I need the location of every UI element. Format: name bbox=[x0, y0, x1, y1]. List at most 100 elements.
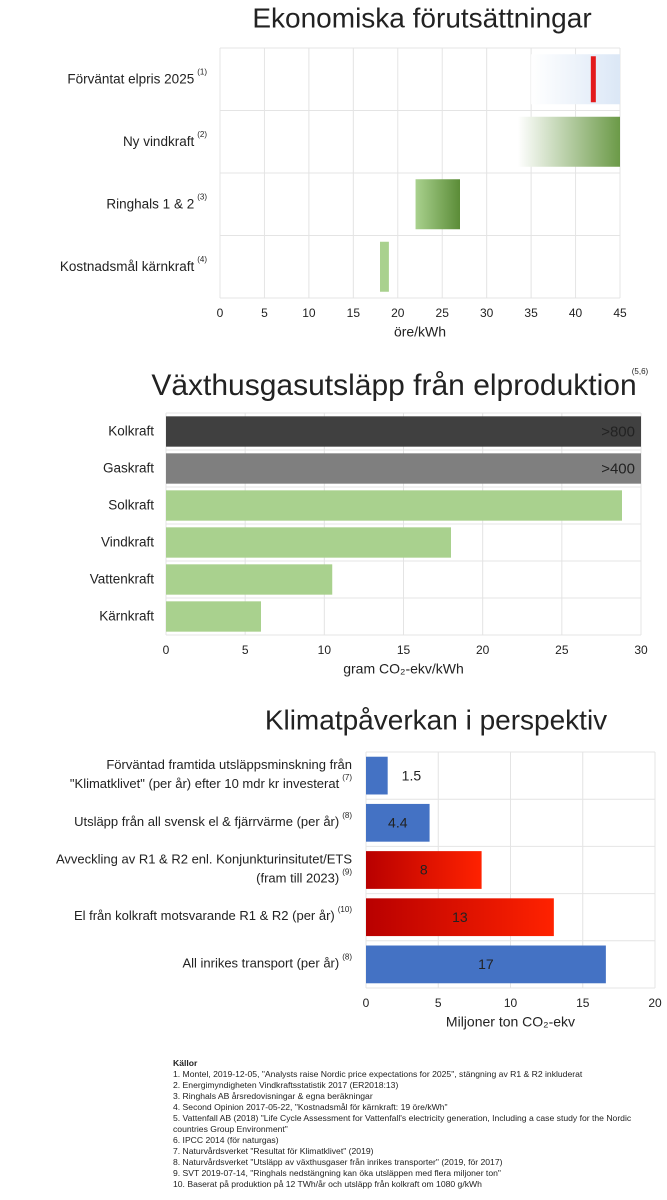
source-item: 4. Second Opinion 2017-05-22, "Kostnadsm… bbox=[173, 1102, 448, 1112]
category-label: Ny vindkraft (2) bbox=[123, 130, 207, 148]
source-item: 10. Baserat på produktion på 12 TWh/år o… bbox=[173, 1179, 482, 1189]
source-item: 9. SVT 2019-07-14, "Ringhals nedstängnin… bbox=[173, 1168, 501, 1178]
value-label: 1.5 bbox=[402, 767, 422, 783]
value-label: 8 bbox=[420, 862, 428, 878]
x-tick-label: 15 bbox=[397, 643, 411, 657]
category-text: Gaskraft bbox=[103, 460, 154, 475]
x-tick-label: 20 bbox=[391, 306, 405, 320]
category-label: Gaskraft bbox=[103, 460, 154, 475]
category-label: Kolkraft bbox=[108, 423, 154, 438]
value-label: >400 bbox=[601, 460, 635, 477]
value-label: 13 bbox=[452, 909, 468, 925]
source-item: 2. Energimyndigheten Vindkraftsstatistik… bbox=[173, 1080, 399, 1090]
range-bar bbox=[380, 241, 389, 292]
category-note: (4) bbox=[197, 255, 207, 264]
category-note: (2) bbox=[197, 130, 207, 139]
x-tick-label: 10 bbox=[302, 306, 316, 320]
bar bbox=[366, 898, 554, 937]
x-axis-label: öre/kWh bbox=[394, 324, 446, 340]
x-axis-label: Miljoner ton CO₂-ekv bbox=[446, 1014, 575, 1030]
x-tick-label: 20 bbox=[476, 643, 490, 657]
category-label: Avveckling av R1 & R2 enl. Konjunkturins… bbox=[56, 852, 352, 867]
category-text: (fram till 2023) bbox=[256, 871, 339, 886]
source-item: 6. IPCC 2014 (för naturgas) bbox=[173, 1135, 279, 1145]
category-text: Utsläpp från all svensk el & fjärrvärme … bbox=[74, 814, 339, 829]
category-label: (fram till 2023) (9) bbox=[256, 868, 352, 886]
bar bbox=[166, 527, 451, 558]
category-label: Vattenkraft bbox=[90, 571, 155, 586]
x-tick-label: 5 bbox=[242, 643, 249, 657]
x-tick-label: 10 bbox=[504, 996, 518, 1010]
sources: Källor 1. Montel, 2019-12-05, "Analysts … bbox=[173, 1058, 643, 1190]
marker bbox=[590, 56, 596, 103]
title-note: (5,6) bbox=[632, 367, 649, 376]
category-text: Vattenkraft bbox=[90, 571, 155, 586]
category-label: Ringhals 1 & 2 (3) bbox=[106, 192, 207, 210]
x-tick-label: 40 bbox=[569, 306, 583, 320]
charts: Ekonomiska förutsättningar 0 5 10 15 20 25 30 35… bbox=[56, 2, 662, 1030]
category-note: (1) bbox=[197, 67, 207, 76]
category-text: Ny vindkraft bbox=[123, 133, 195, 148]
x-tick-label: 25 bbox=[436, 306, 450, 320]
bar bbox=[366, 803, 430, 842]
category-text: Förväntad framtida utsläppsminskning frå… bbox=[106, 758, 352, 773]
chart-title: Ekonomiska förutsättningar bbox=[252, 2, 591, 33]
category-text: All inrikes transport (per år) bbox=[182, 956, 339, 971]
x-axis-label: gram CO₂-ekv/kWh bbox=[343, 661, 464, 677]
bar bbox=[366, 756, 388, 795]
category-text: "Klimatklivet" (per år) efter 10 mdr kr … bbox=[70, 777, 340, 792]
x-tick-label: 20 bbox=[648, 996, 662, 1010]
bar bbox=[166, 601, 261, 632]
x-tick-label: 0 bbox=[363, 996, 370, 1010]
category-label: Kärnkraft bbox=[99, 608, 154, 623]
bar bbox=[366, 945, 606, 984]
bar bbox=[166, 490, 622, 521]
source-item: 1. Montel, 2019-12-05, "Analysts raise N… bbox=[173, 1069, 583, 1079]
chart-title: Växthusgasutsläpp från elproduktion bbox=[151, 369, 636, 402]
category-text: Solkraft bbox=[108, 497, 154, 512]
category-text: Förväntat elpris 2025 bbox=[67, 71, 194, 86]
category-label: El från kolkraft motsvarande R1 & R2 (pe… bbox=[74, 905, 352, 923]
source-item: 8. Naturvårdsverket "Utsläpp av växthusg… bbox=[173, 1157, 503, 1167]
range-bar bbox=[415, 179, 460, 230]
bar bbox=[166, 416, 641, 447]
x-tick-label: 15 bbox=[347, 306, 361, 320]
value-label: 4.4 bbox=[388, 815, 408, 831]
x-tick-label: 45 bbox=[613, 306, 627, 320]
source-item: 7. Naturvårdsverket "Resultat för Klimat… bbox=[173, 1146, 374, 1156]
value-label: 17 bbox=[478, 956, 494, 972]
category-note: (8) bbox=[342, 953, 352, 962]
x-tick-label: 0 bbox=[163, 643, 170, 657]
value-label: >800 bbox=[601, 423, 635, 440]
x-tick-label: 30 bbox=[634, 643, 648, 657]
source-item: 5. Vattenfall AB (2018) "Life Cycle Asse… bbox=[173, 1113, 632, 1134]
category-label: Kostnadsmål kärnkraft (4) bbox=[60, 255, 207, 273]
source-item: 3. Ringhals AB årsredovisningar & egna b… bbox=[173, 1091, 373, 1101]
x-tick-label: 5 bbox=[261, 306, 268, 320]
category-text: Ringhals 1 & 2 bbox=[106, 196, 194, 211]
category-text: Kärnkraft bbox=[99, 608, 154, 623]
chart-title: Klimatpåverkan i perspektiv bbox=[265, 704, 607, 735]
category-note: (10) bbox=[338, 905, 353, 914]
category-note: (8) bbox=[342, 811, 352, 820]
x-tick-label: 35 bbox=[524, 306, 538, 320]
x-tick-label: 10 bbox=[318, 643, 332, 657]
category-note: (7) bbox=[342, 773, 352, 782]
category-text: El från kolkraft motsvarande R1 & R2 (pe… bbox=[74, 909, 335, 924]
bar bbox=[366, 851, 482, 889]
category-note: (9) bbox=[342, 868, 352, 877]
category-note: (3) bbox=[197, 192, 207, 201]
category-text: Kolkraft bbox=[108, 423, 154, 438]
category-label: Solkraft bbox=[108, 497, 154, 512]
range-bar bbox=[517, 116, 620, 167]
category-label: Förväntad framtida utsläppsminskning frå… bbox=[106, 758, 352, 773]
category-label: Förväntat elpris 2025 (1) bbox=[67, 67, 207, 85]
category-label: Vindkraft bbox=[101, 534, 154, 549]
x-tick-label: 15 bbox=[576, 996, 590, 1010]
bar bbox=[166, 453, 641, 484]
x-tick-label: 0 bbox=[217, 306, 224, 320]
x-tick-label: 30 bbox=[480, 306, 494, 320]
category-label: All inrikes transport (per år) (8) bbox=[182, 953, 352, 971]
category-label: Utsläpp från all svensk el & fjärrvärme … bbox=[74, 811, 352, 829]
